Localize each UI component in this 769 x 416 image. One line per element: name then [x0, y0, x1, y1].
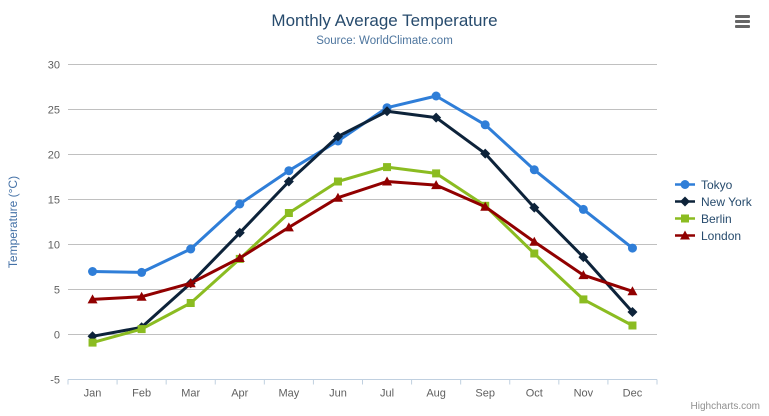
y-axis-label: 15	[48, 195, 60, 207]
data-point-london[interactable]	[578, 270, 589, 280]
x-axis-label: Dec	[623, 388, 643, 400]
data-point-tokyo[interactable]	[284, 166, 294, 176]
y-axis-title: Temperature (°C)	[6, 175, 20, 269]
x-axis-label: Jul	[380, 388, 394, 400]
data-point-tokyo[interactable]	[88, 267, 98, 276]
data-point-berlin[interactable]	[137, 325, 146, 334]
data-point-london[interactable]	[431, 180, 442, 190]
legend-symbol-new-york	[680, 196, 690, 207]
hamburger-icon	[734, 19, 750, 23]
series-new-york[interactable]	[87, 106, 638, 342]
x-axis-label: Feb	[132, 388, 151, 400]
data-point-london[interactable]	[136, 291, 147, 301]
data-point-new-york[interactable]	[627, 307, 638, 317]
x-axis-label: Jun	[329, 388, 347, 400]
data-point-berlin[interactable]	[284, 209, 293, 217]
data-point-london[interactable]	[480, 201, 491, 211]
data-point-new-york[interactable]	[382, 106, 393, 117]
legend-label-berlin: Berlin	[701, 211, 732, 226]
series-line-berlin[interactable]	[91, 165, 634, 345]
series-london[interactable]	[87, 176, 638, 304]
data-point-tokyo[interactable]	[480, 120, 490, 130]
data-point-tokyo[interactable]	[529, 165, 539, 175]
legend-marker-london	[675, 230, 695, 240]
data-point-tokyo[interactable]	[627, 243, 637, 253]
legend-symbol-london	[680, 230, 690, 240]
legend: Tokyo New York Berlin London	[674, 176, 752, 244]
data-point-berlin[interactable]	[530, 249, 539, 258]
data-point-berlin[interactable]	[579, 295, 588, 304]
series-berlin[interactable]	[88, 163, 637, 347]
series-tokyo[interactable]	[88, 91, 637, 277]
x-axis-label: Apr	[231, 388, 248, 400]
y-axis-label: -5	[50, 375, 60, 387]
legend-item-tokyo[interactable]: Tokyo	[674, 176, 752, 193]
data-point-tokyo[interactable]	[186, 244, 196, 254]
x-axis-label: May	[278, 388, 299, 400]
legend-marker-tokyo	[675, 180, 695, 189]
legend-label-london: London	[701, 228, 742, 243]
data-point-new-york[interactable]	[529, 202, 540, 213]
y-axis-label: 10	[48, 240, 60, 252]
data-point-berlin[interactable]	[383, 163, 392, 172]
legend-marker-new-york	[675, 196, 695, 207]
export-menu-button[interactable]	[730, 11, 754, 33]
data-point-berlin[interactable]	[432, 169, 441, 178]
hamburger-icon	[734, 24, 750, 28]
y-axis-label: 5	[54, 285, 60, 297]
legend-item-london[interactable]: London	[674, 227, 752, 244]
x-axis-label: Jan	[84, 388, 102, 400]
x-axis-label: Sep	[475, 388, 495, 400]
data-point-berlin[interactable]	[88, 338, 97, 347]
hamburger-icon	[734, 14, 750, 18]
legend-marker-berlin	[675, 214, 695, 223]
y-axis-label: 20	[48, 150, 60, 162]
y-axis-label: 30	[48, 60, 60, 72]
legend-label-tokyo: Tokyo	[701, 177, 733, 192]
data-point-berlin[interactable]	[333, 177, 342, 186]
data-point-tokyo[interactable]	[578, 204, 588, 214]
data-point-london[interactable]	[529, 236, 540, 246]
y-axis-label: 0	[54, 330, 60, 342]
x-axis-label: Oct	[526, 388, 543, 400]
data-point-london[interactable]	[283, 222, 294, 232]
data-point-new-york[interactable]	[480, 148, 491, 159]
legend-item-berlin[interactable]: Berlin	[674, 210, 752, 227]
data-point-tokyo[interactable]	[137, 267, 147, 277]
legend-label-new-york: New York	[701, 194, 752, 209]
legend-item-new-york[interactable]: New York	[674, 193, 752, 210]
data-point-london[interactable]	[332, 192, 343, 202]
data-point-london[interactable]	[185, 278, 196, 288]
data-point-london[interactable]	[627, 286, 638, 296]
x-axis-label: Aug	[426, 388, 446, 400]
series-line-london[interactable]	[91, 180, 634, 301]
data-point-new-york[interactable]	[332, 131, 343, 142]
data-point-berlin[interactable]	[186, 299, 195, 307]
x-axis-label: Mar	[181, 388, 200, 400]
data-point-berlin[interactable]	[628, 321, 637, 330]
data-point-new-york[interactable]	[578, 252, 589, 263]
data-point-new-york[interactable]	[283, 176, 294, 187]
data-point-london[interactable]	[382, 176, 393, 186]
legend-symbol-berlin	[681, 214, 689, 223]
data-point-london[interactable]	[87, 294, 98, 304]
y-axis-label: 25	[48, 105, 60, 117]
legend-symbol-tokyo	[680, 180, 690, 189]
data-point-new-york[interactable]	[234, 227, 245, 238]
chart-subtitle: Source: WorldClimate.com	[316, 35, 453, 47]
series-line-new-york[interactable]	[91, 109, 634, 338]
highcharts-credit[interactable]: Highcharts.com	[690, 401, 760, 412]
data-point-london[interactable]	[234, 253, 245, 262]
data-point-new-york[interactable]	[431, 112, 442, 123]
data-point-tokyo[interactable]	[235, 199, 245, 209]
chart-title: Monthly Average Temperature	[271, 11, 498, 30]
x-axis-label: Nov	[574, 388, 594, 400]
data-point-tokyo[interactable]	[431, 91, 441, 101]
